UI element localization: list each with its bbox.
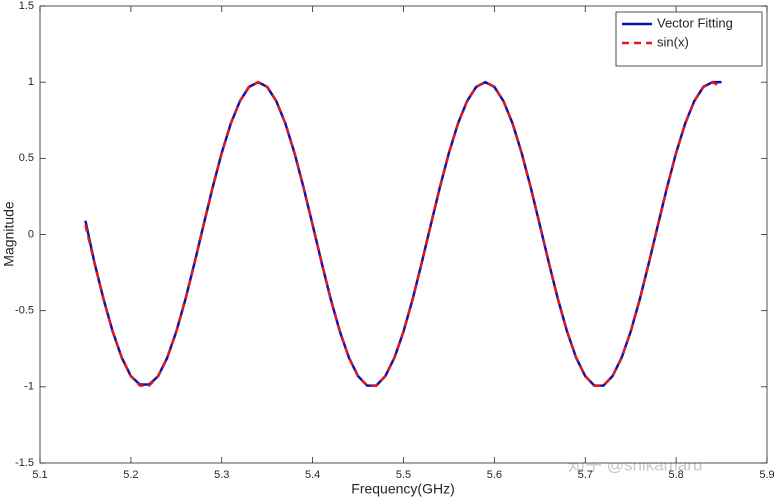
- y-tick-label: 1: [28, 76, 34, 88]
- x-tick-label: 5.4: [305, 469, 320, 481]
- x-tick-label: 5.6: [487, 469, 502, 481]
- x-tick-label: 5.3: [214, 469, 229, 481]
- y-tick-label: -0.5: [15, 305, 34, 317]
- x-tick-label: 5.5: [396, 469, 411, 481]
- x-tick-label: 5.8: [668, 469, 683, 481]
- series-line: [84, 80, 723, 387]
- x-axis-label: Frequency(GHz): [351, 481, 454, 497]
- y-tick-label: 0: [28, 228, 34, 240]
- y-tick-label: -1.5: [15, 457, 34, 469]
- x-tick-label: 5.9: [759, 469, 774, 481]
- legend-label: Vector Fitting: [657, 15, 733, 30]
- y-axis-label: Magnitude: [1, 201, 17, 267]
- plot-area: [39, 5, 768, 464]
- legend-label: sin(x): [657, 34, 689, 49]
- x-tick-label: 5.2: [123, 469, 138, 481]
- y-tick-label: 1.5: [19, 0, 34, 12]
- y-tick-label: 0.5: [19, 152, 34, 164]
- legend-box: [615, 11, 763, 67]
- x-tick-label: 5.7: [578, 469, 593, 481]
- x-tick-label: 5.1: [32, 469, 47, 481]
- y-tick-label: -1: [24, 381, 34, 393]
